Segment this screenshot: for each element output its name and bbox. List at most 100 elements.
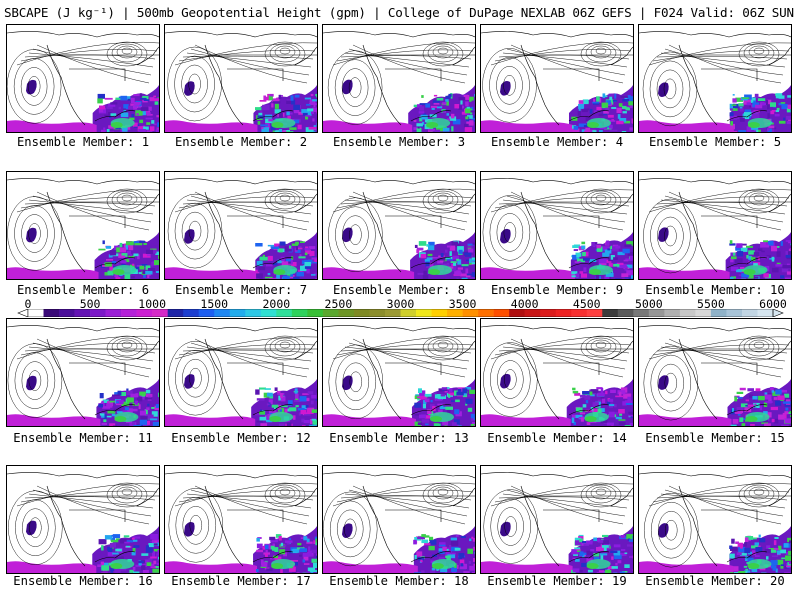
500mb-height-contours [167, 188, 317, 269]
colorbar-swatch [260, 309, 277, 317]
colorbar-swatch [679, 309, 696, 317]
colorbar-swatch [384, 309, 401, 317]
500mb-height-contours [7, 41, 159, 124]
ensemble-member-label: Ensemble Member: 4 [490, 135, 624, 149]
geographic-boundaries [7, 472, 159, 567]
geographic-boundaries [639, 31, 791, 126]
500mb-height-contours [483, 335, 633, 417]
sbcape-shading [481, 521, 633, 573]
ensemble-member-label: Ensemble Member: 11 [13, 431, 153, 445]
ensemble-member-map [164, 465, 318, 574]
colorbar-swatch [478, 309, 494, 317]
colorbar-swatch [447, 309, 463, 317]
500mb-height-contours [168, 482, 317, 563]
colorbar-tick-label: 5500 [697, 297, 725, 311]
colorbar-tick-label: 2500 [324, 297, 353, 311]
colorbar-swatch [648, 309, 665, 317]
colorbar-swatch [152, 309, 168, 317]
500mb-height-contours [7, 335, 159, 418]
colorbar-swatch [353, 309, 370, 317]
ensemble-member-label: Ensemble Member: 18 [329, 574, 469, 588]
map-plot [7, 325, 159, 426]
colorbar-swatch [43, 309, 60, 317]
ensemble-member-label: Ensemble Member: 20 [645, 574, 785, 588]
500mb-height-contours [643, 188, 791, 274]
colorbar-swatch [105, 309, 122, 317]
map-plot [165, 472, 317, 573]
ensemble-member-label: Ensemble Member: 17 [171, 574, 311, 588]
colorbar-swatch [369, 309, 386, 317]
colorbar-swatch [90, 309, 106, 317]
colorbar-tick-label: 500 [79, 297, 101, 311]
sbcape-colorbar: 0 500 1000 1500 2000 2500 3000 3500 4000 4500 5000… [0, 298, 800, 318]
geographic-boundaries [165, 31, 317, 126]
colorbar-swatch [416, 309, 432, 317]
ensemble-member-label: Ensemble Member: 14 [487, 431, 627, 445]
ensemble-member-map [638, 24, 792, 133]
map-plot [639, 31, 791, 132]
sbcape-shading [481, 80, 633, 132]
colorbar-swatch [291, 309, 308, 317]
ensemble-member-map [480, 465, 634, 574]
ensemble-member-label: Ensemble Member: 16 [13, 574, 153, 588]
500mb-height-contours [643, 335, 791, 421]
map-plot [323, 325, 475, 426]
map-plot [639, 178, 791, 279]
500mb-height-contours [168, 335, 317, 416]
ensemble-member-label: Ensemble Member: 9 [490, 283, 624, 297]
map-plot [165, 31, 317, 132]
colorbar-swatch [338, 309, 355, 317]
sbcape-shading [323, 227, 475, 279]
sbcape-shading [7, 520, 159, 573]
colorbar-swatch [229, 309, 246, 317]
sbcape-shading [165, 522, 317, 573]
ensemble-member-label: Ensemble Member: 2 [174, 135, 308, 149]
map-plot [7, 31, 159, 132]
ensemble-member-map [638, 318, 792, 427]
colorbar-swatch [540, 309, 557, 317]
colorbar-tick-label: 3000 [386, 297, 415, 311]
sbcape-shading [7, 227, 159, 279]
colorbar-swatches [17, 309, 784, 317]
ensemble-member-map [6, 24, 160, 133]
map-plot [323, 31, 475, 132]
sbcape-shading [639, 227, 791, 279]
geographic-boundaries [323, 325, 475, 420]
sbcape-shading [323, 79, 475, 132]
ensemble-member-map [6, 318, 160, 427]
colorbar-frame [27, 309, 774, 317]
ensemble-member-label: Ensemble Member: 8 [332, 283, 466, 297]
ensemble-member-map [480, 318, 634, 427]
colorbar-tick-label: 5000 [634, 297, 663, 311]
map-plot [7, 472, 159, 573]
colorbar-swatch [59, 309, 75, 317]
colorbar-swatch [586, 309, 603, 317]
colorbar-swatch [493, 309, 510, 317]
colorbar-min-arrow [17, 309, 29, 317]
map-plot [481, 31, 633, 132]
ensemble-member-map [322, 24, 476, 133]
geographic-boundaries [7, 178, 159, 273]
geographic-boundaries [481, 178, 633, 273]
colorbar-tick-label: 0 [24, 297, 32, 311]
500mb-height-contours [328, 335, 475, 420]
colorbar-swatch [726, 309, 743, 317]
500mb-height-contours [328, 188, 475, 272]
colorbar-swatch [322, 309, 339, 317]
500mb-height-contours [482, 41, 633, 123]
map-plot [323, 472, 475, 573]
500mb-height-contours [642, 41, 791, 127]
ensemble-member-map [164, 318, 318, 427]
map-plot [639, 325, 791, 426]
500mb-height-contours [482, 188, 633, 270]
sbcape-shading [165, 81, 317, 132]
ensemble-member-map [6, 465, 160, 574]
ensemble-member-label: Ensemble Member: 3 [332, 135, 466, 149]
geographic-boundaries [165, 325, 317, 420]
sbcape-shading [639, 82, 791, 132]
colorbar-tick-label: 4500 [572, 297, 601, 311]
map-plot [165, 178, 317, 279]
colorbar-swatch [214, 309, 231, 317]
sbcape-shading [323, 523, 475, 573]
sbcape-shading [165, 229, 317, 279]
